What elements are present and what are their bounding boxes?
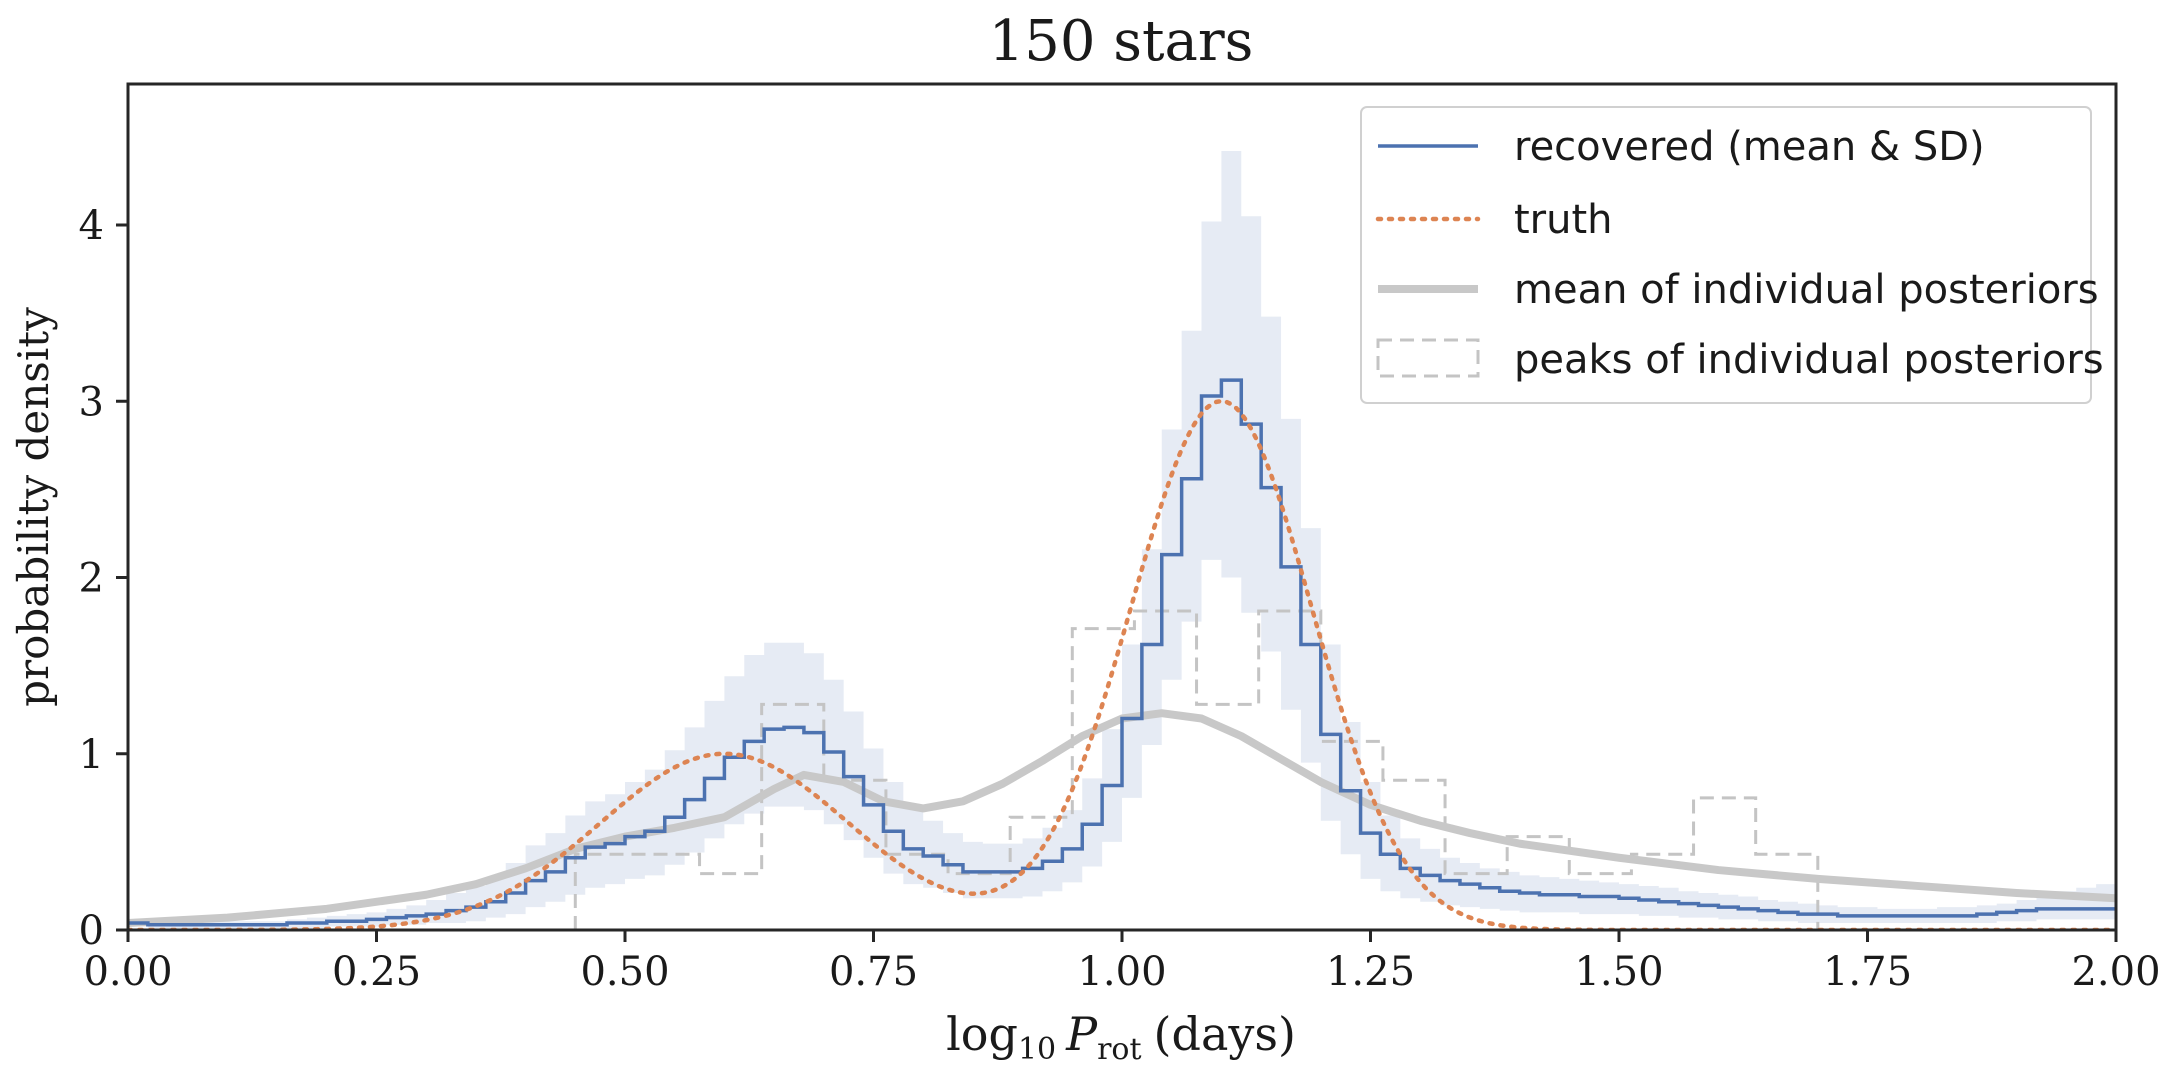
legend-label-truth: truth: [1514, 197, 1613, 243]
x-label-log: log: [946, 1007, 1018, 1061]
legend-handle-peaks: [1376, 338, 1480, 378]
plot-area: [128, 150, 2116, 930]
y-tick-label: 3: [79, 379, 104, 425]
y-tick-label: 1: [79, 732, 104, 778]
x-label-log-base: 10: [1018, 1032, 1056, 1067]
x-tick-label: 1.25: [1326, 949, 1415, 995]
chart-title: 150 stars: [989, 9, 1254, 74]
y-tick-label: 2: [79, 556, 104, 602]
x-tick-label: 0.50: [580, 949, 669, 995]
legend-label-recovered: recovered (mean & SD): [1514, 124, 1985, 170]
x-axis-label: log10 Prot (days): [946, 1007, 1296, 1067]
x-label-variable-subscript: rot: [1097, 1032, 1141, 1067]
y-axis-label: probability density: [9, 307, 58, 707]
peaks-histogram: [573, 609, 1820, 930]
x-tick-label: 0.25: [332, 949, 421, 995]
axis-ticks: 0.00 0.25 0.50 0.75 1.00 1.25 1.50 1.75 2.00 0 1 2 3…: [79, 203, 2161, 995]
y-tick-label: 0: [79, 908, 104, 954]
mean-posteriors-line: [128, 709, 2116, 927]
x-tick-label: 2.00: [2071, 949, 2160, 995]
x-tick-label: 0.00: [83, 949, 172, 995]
x-label-unit: (days): [1154, 1007, 1296, 1061]
legend-box: [1360, 106, 2092, 404]
x-tick-label: 0.75: [829, 949, 918, 995]
x-tick-label: 1.75: [1823, 949, 1912, 995]
x-label-variable: P: [1065, 1007, 1098, 1061]
x-tick-label: 1.00: [1077, 949, 1166, 995]
y-tick-label: 4: [79, 203, 104, 249]
truth-line: [128, 398, 2116, 930]
legend-label-peaks: peaks of individual posteriors: [1514, 337, 2104, 383]
recovered-mean-line: [128, 378, 2116, 927]
legend: recovered (mean & SD) truth mean of indi…: [1360, 106, 2104, 404]
x-tick-label: 1.50: [1574, 949, 1663, 995]
legend-label-mean-posteriors: mean of individual posteriors: [1514, 267, 2099, 313]
